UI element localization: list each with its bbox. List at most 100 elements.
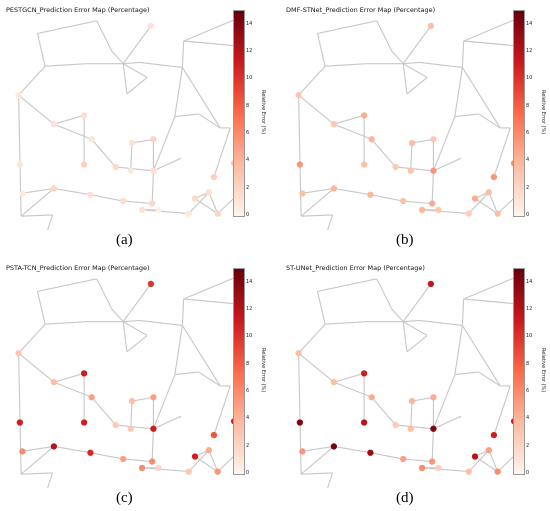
colorbar-tick: 4 [526, 415, 530, 422]
sensor-point [120, 455, 127, 463]
sensor-point [50, 379, 58, 386]
sensor-point [407, 167, 414, 174]
road-edge [153, 157, 182, 172]
sensor-point [435, 206, 442, 213]
road-edge [174, 325, 183, 375]
sensor-point [50, 121, 58, 128]
road-edge [403, 200, 433, 205]
sensor-point [494, 468, 501, 475]
colorbar [233, 268, 245, 475]
road-edge [402, 63, 428, 79]
road-edge [298, 352, 335, 383]
sensor-point [80, 161, 88, 168]
road-edge [402, 25, 432, 65]
road-edge [123, 458, 153, 463]
road-edge [208, 191, 219, 214]
road-edge [300, 187, 335, 217]
road-edge [142, 467, 189, 473]
sensor-point [435, 464, 442, 471]
sensor-point [296, 419, 304, 426]
sensor-point [210, 173, 218, 181]
road-edge [432, 116, 456, 171]
sensor-point [427, 22, 435, 30]
colorbar-tick: 4 [526, 157, 530, 164]
road-edge [431, 170, 434, 204]
road-edge [18, 352, 55, 383]
sensor-point [80, 419, 88, 426]
road-edge [123, 200, 153, 205]
road-edge [174, 67, 183, 117]
sensor-point [87, 449, 94, 456]
sensor-point [330, 379, 338, 386]
sensor-point [191, 195, 199, 202]
panel-title: DMF-STNet_Prediction Error Map (Percenta… [286, 6, 436, 14]
sensor-point [120, 197, 127, 205]
road-edge [115, 424, 154, 430]
road-edge [327, 472, 334, 489]
sensor-point [128, 397, 136, 405]
road-edge [371, 138, 397, 168]
road-edge [333, 123, 372, 140]
colorbar-tick: 10 [246, 333, 253, 340]
road-edge [316, 33, 326, 67]
sensor-point [185, 210, 192, 217]
road-edge [151, 428, 154, 462]
road-edge [461, 40, 465, 68]
colorbar-tick: 0 [526, 470, 530, 476]
sensor-point [88, 394, 95, 401]
road-edge [317, 278, 377, 292]
sensor-point [185, 468, 192, 475]
sensor-point [418, 206, 426, 213]
sensor-point [205, 189, 213, 196]
road-edge [463, 17, 519, 42]
road-edge [422, 209, 469, 215]
road-edge [463, 298, 520, 305]
road-edge [298, 65, 326, 96]
road-edge [36, 291, 46, 325]
colorbar-tick: 4 [246, 415, 250, 422]
sensor-point [407, 425, 414, 432]
panel-d: ST-UNet_Prediction Error Map (Percentage… [286, 258, 550, 508]
road-edge [474, 456, 498, 473]
road-edge [433, 415, 462, 430]
road-edge [391, 50, 404, 65]
road-edge [194, 456, 218, 473]
road-edge [90, 452, 124, 460]
colorbar-tick: 14 [526, 278, 533, 285]
colorbar-tick: 2 [526, 442, 530, 449]
road-edge [298, 323, 326, 354]
sensor-point [19, 448, 26, 455]
sensor-point [150, 425, 157, 432]
road-edge [454, 371, 479, 376]
road-edge [454, 67, 463, 117]
road-edge [301, 187, 334, 195]
road-edge [301, 472, 333, 475]
colorbar-tick: 2 [526, 184, 530, 191]
panel-title: ST-UNet_Prediction Error Map (Percentage… [286, 264, 425, 272]
road-edge [422, 467, 469, 473]
road-edge [20, 187, 55, 217]
sensor-point [80, 112, 88, 119]
road-edge [213, 385, 231, 436]
colorbar-tick: 8 [246, 360, 250, 367]
road-edge [183, 17, 239, 42]
panel-caption: (d) [396, 490, 414, 506]
road-edge [96, 20, 113, 52]
colorbar-tick: 6 [526, 388, 530, 394]
road-edge [122, 25, 152, 65]
road-edge [410, 143, 413, 171]
sensor-point [429, 458, 436, 465]
sensor-point [400, 197, 407, 205]
road-edge [419, 319, 463, 327]
sensor-point [360, 370, 368, 377]
sensor-point [138, 464, 146, 471]
road-edge [130, 143, 133, 171]
sensor-point [16, 419, 24, 426]
road-edge [402, 321, 408, 352]
colorbar-tick: 12 [526, 306, 533, 312]
colorbar-tick: 0 [526, 212, 530, 218]
road-edge [333, 381, 372, 398]
road-edge [142, 209, 189, 215]
road-edge [152, 116, 176, 171]
road-edge [431, 428, 434, 462]
